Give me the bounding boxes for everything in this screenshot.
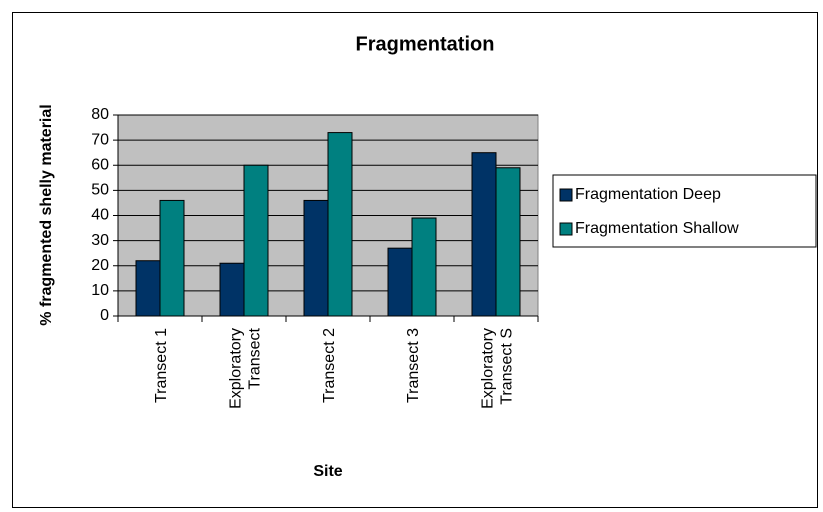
- y-tick-label: 60: [91, 156, 109, 173]
- legend-label: Fragmentation Shallow: [575, 220, 739, 237]
- y-tick-label: 40: [91, 207, 109, 224]
- bar: [159, 199, 185, 317]
- y-tick-label: 70: [91, 131, 109, 148]
- bar: [495, 167, 521, 317]
- x-tick-label: Transect 3: [405, 328, 422, 403]
- bar: [471, 152, 497, 317]
- legend-swatch: [559, 188, 573, 202]
- y-tick-label: 20: [91, 257, 109, 274]
- x-axis-label: Site: [313, 463, 342, 480]
- y-tick-label: 80: [91, 106, 109, 123]
- y-tick-label: 10: [91, 282, 109, 299]
- bar: [411, 217, 437, 317]
- x-tick-label: Transect 2: [321, 328, 338, 403]
- y-tick-label: 0: [100, 307, 109, 324]
- x-tick-label: Transect 1: [153, 328, 170, 403]
- x-tick-label: Exploratory Transect: [228, 327, 264, 408]
- legend-swatch: [559, 222, 573, 236]
- y-tick-label: 50: [91, 182, 109, 199]
- bar: [219, 262, 245, 317]
- x-tick-label: Exploratory Transect S: [480, 328, 516, 409]
- bar: [135, 260, 161, 317]
- bar: [327, 132, 353, 317]
- bar: [303, 199, 329, 317]
- bar: [387, 247, 413, 317]
- y-axis-label: % fragmented shelly material: [38, 104, 55, 325]
- legend-box: [552, 174, 817, 248]
- legend-label: Fragmentation Deep: [575, 186, 721, 203]
- y-tick-label: 30: [91, 232, 109, 249]
- bar: [243, 164, 269, 317]
- chart-title: Fragmentation: [356, 33, 495, 55]
